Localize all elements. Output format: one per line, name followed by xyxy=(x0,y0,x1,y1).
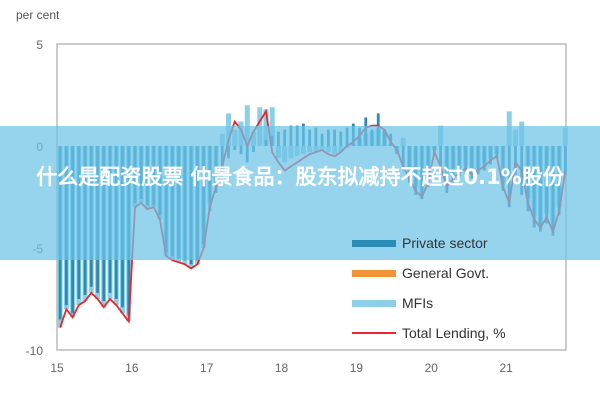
headline-text[interactable]: 什么是配资股票 仲景食品：股东拟减持不超过0.1%股份 xyxy=(36,165,564,189)
legend-item-general-govt: General Govt. xyxy=(352,258,506,288)
legend-item-total-lending: Total Lending, % xyxy=(352,318,506,348)
legend-label: General Govt. xyxy=(402,265,490,281)
y-unit-label: per cent xyxy=(16,8,60,22)
legend: Private sector General Govt. MFIs Total … xyxy=(352,228,506,348)
x-tick-label: 15 xyxy=(50,361,64,375)
legend-label: Total Lending, % xyxy=(402,325,506,341)
x-tick-label: 21 xyxy=(499,361,513,375)
headline-banner xyxy=(0,126,600,260)
legend-item-private-sector: Private sector xyxy=(352,228,506,258)
legend-item-mfis: MFIs xyxy=(352,288,506,318)
legend-swatch xyxy=(352,269,396,277)
x-tick-label: 20 xyxy=(425,361,439,375)
y-tick-label: -10 xyxy=(26,344,44,358)
legend-swatch xyxy=(352,239,396,247)
bar-mfis xyxy=(244,105,250,146)
legend-label: Private sector xyxy=(402,235,488,251)
legend-swatch xyxy=(352,332,396,334)
x-tick-label: 19 xyxy=(350,361,364,375)
x-tick-label: 16 xyxy=(125,361,139,375)
legend-label: MFIs xyxy=(402,295,434,311)
x-tick-label: 17 xyxy=(200,361,214,375)
legend-swatch xyxy=(352,299,396,307)
y-tick-label: 5 xyxy=(36,38,43,52)
x-tick-label: 18 xyxy=(275,361,289,375)
